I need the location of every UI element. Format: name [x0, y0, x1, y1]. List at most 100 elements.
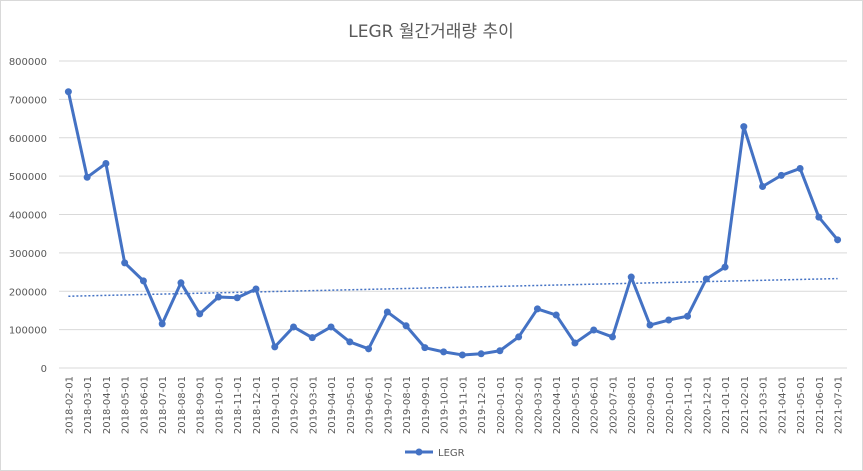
- trendline: [68, 277, 838, 297]
- x-tick-label: 2019-08-01: [402, 376, 413, 434]
- x-tick-label: 2020-04-01: [552, 376, 563, 434]
- data-point: [271, 343, 279, 351]
- data-point: [383, 308, 391, 316]
- x-tick-label: 2018-05-01: [121, 376, 132, 434]
- x-tick-label: 2021-01-01: [721, 376, 732, 434]
- x-tick-label: 2019-03-01: [308, 376, 319, 434]
- x-tick-label: 2019-06-01: [365, 376, 376, 434]
- x-tick-label: 2018-02-01: [64, 376, 75, 434]
- x-tick-label: 2019-05-01: [346, 376, 357, 434]
- data-point: [158, 320, 166, 328]
- x-tick-label: 2020-08-01: [627, 376, 638, 434]
- x-tick-label: 2020-06-01: [590, 376, 601, 434]
- data-point: [759, 182, 767, 190]
- x-tick-label: 2021-07-01: [834, 376, 845, 434]
- x-tick-label: 2019-04-01: [327, 376, 338, 434]
- data-point: [515, 333, 523, 341]
- x-tick-label: 2021-04-01: [777, 376, 788, 434]
- y-tick-label: 800000: [9, 57, 47, 68]
- x-tick-label: 2018-06-01: [139, 376, 150, 434]
- data-point: [327, 323, 335, 331]
- x-tick-label: 2019-11-01: [458, 376, 469, 434]
- x-tick-label: 2018-08-01: [177, 376, 188, 434]
- x-tick-label: 2019-02-01: [290, 376, 301, 434]
- data-point: [365, 345, 373, 353]
- x-tick-label: 2018-03-01: [83, 376, 94, 434]
- data-point: [308, 334, 316, 342]
- y-tick-label: 400000: [9, 211, 47, 222]
- x-tick-label: 2021-05-01: [796, 376, 807, 434]
- data-point: [233, 294, 241, 302]
- x-tick-label: 2019-12-01: [477, 376, 488, 434]
- y-tick-label: 100000: [9, 326, 47, 337]
- y-tick-label: 700000: [9, 95, 47, 106]
- data-point: [421, 344, 429, 352]
- data-point: [627, 273, 635, 281]
- legend-marker: [415, 448, 423, 456]
- x-tick-label: 2018-09-01: [196, 376, 207, 434]
- data-point: [552, 311, 560, 319]
- data-point: [346, 338, 354, 346]
- data-point: [290, 323, 298, 331]
- data-point: [815, 213, 823, 221]
- legend-label: LEGR: [438, 448, 465, 459]
- data-point: [834, 236, 842, 244]
- data-point: [740, 123, 748, 131]
- gridlines: [59, 60, 847, 369]
- data-point: [702, 275, 710, 283]
- x-tick-label: 2020-11-01: [684, 376, 695, 434]
- data-point: [646, 321, 654, 329]
- data-point: [83, 173, 91, 181]
- data-point: [139, 277, 147, 285]
- data-point: [252, 285, 260, 293]
- x-tick-label: 2019-01-01: [271, 376, 282, 434]
- x-tick-label: 2021-06-01: [815, 376, 826, 434]
- x-tick-label: 2018-04-01: [102, 376, 113, 434]
- legend: LEGR: [405, 448, 465, 459]
- x-tick-label: 2020-03-01: [533, 376, 544, 434]
- x-tick-label: 2020-05-01: [571, 376, 582, 434]
- x-tick-label: 2021-02-01: [740, 376, 751, 434]
- y-tick-label: 0: [41, 364, 47, 375]
- x-tick-label: 2021-03-01: [759, 376, 770, 434]
- data-point: [196, 310, 204, 318]
- data-point: [214, 293, 222, 301]
- x-tick-label: 2020-12-01: [702, 376, 713, 434]
- data-point: [665, 316, 673, 324]
- x-tick-label: 2018-10-01: [214, 376, 225, 434]
- data-point: [590, 326, 598, 334]
- linear-trendline: [68, 277, 838, 297]
- y-tick-label: 200000: [9, 287, 47, 298]
- x-tick-label: 2018-07-01: [158, 376, 169, 434]
- x-tick-label: 2020-09-01: [646, 376, 657, 434]
- data-point: [102, 159, 110, 167]
- data-point: [177, 279, 185, 287]
- data-point: [684, 312, 692, 320]
- data-point: [608, 333, 616, 341]
- data-point: [121, 259, 129, 267]
- x-axis-ticks: 2018-02-01 2018-03-01 2018-04-01 2018-05-01…: [64, 376, 844, 434]
- y-tick-label: 600000: [9, 134, 47, 145]
- x-tick-label: 2018-12-01: [252, 376, 263, 434]
- data-point: [777, 171, 785, 179]
- data-point: [796, 164, 804, 172]
- chart-title: LEGR 월간거래량 추이: [348, 22, 514, 42]
- y-axis-ticks: 0 100000 200000 300000 400000 500000 600000 700…: [9, 57, 47, 375]
- y-tick-label: 500000: [9, 172, 47, 183]
- x-tick-label: 2020-07-01: [608, 376, 619, 434]
- data-point: [496, 347, 504, 355]
- data-point: [571, 339, 579, 347]
- x-tick-label: 2019-07-01: [383, 376, 394, 434]
- data-point: [721, 263, 729, 271]
- x-tick-label: 2020-10-01: [665, 376, 676, 434]
- data-point: [477, 350, 485, 358]
- data-point: [402, 322, 410, 330]
- data-point: [533, 305, 541, 313]
- series-layer: [64, 88, 842, 359]
- x-tick-label: 2019-09-01: [421, 376, 432, 434]
- data-point: [64, 88, 72, 96]
- data-point: [440, 348, 448, 356]
- x-tick-label: 2018-11-01: [233, 376, 244, 434]
- data-point: [458, 351, 466, 359]
